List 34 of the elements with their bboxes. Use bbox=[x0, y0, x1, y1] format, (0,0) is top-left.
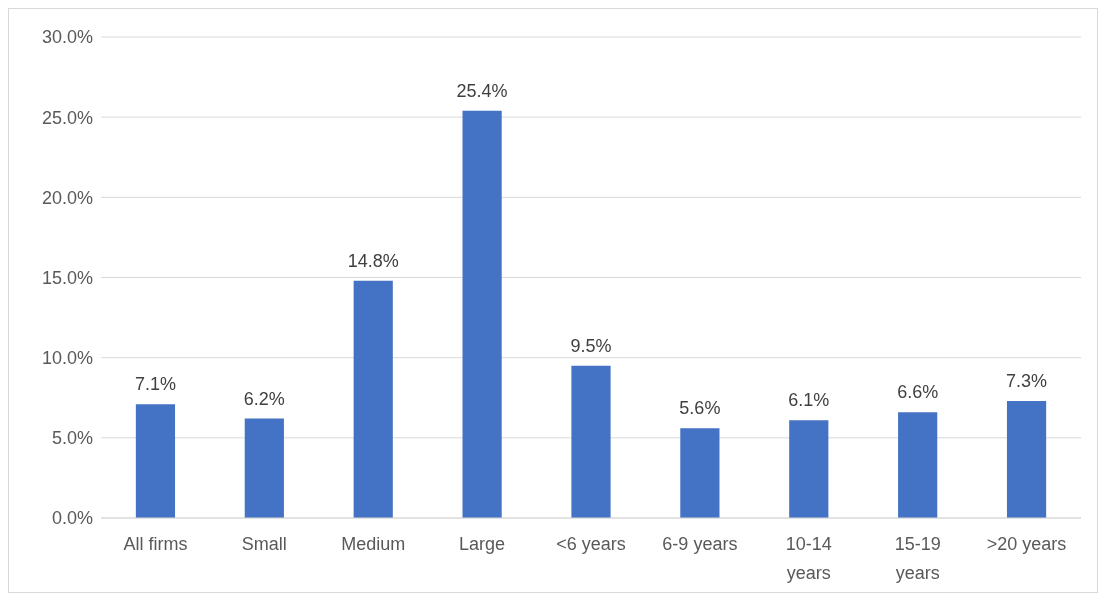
y-tick-label: 0.0% bbox=[51, 508, 93, 529]
x-tick-label: 10-14 years bbox=[785, 534, 832, 583]
bar bbox=[462, 110, 502, 518]
bar bbox=[135, 404, 176, 518]
x-tick-label: Medium bbox=[341, 534, 406, 554]
bar bbox=[571, 365, 611, 518]
y-tick-label: 15.0% bbox=[41, 267, 93, 288]
x-tick-label: Small bbox=[241, 534, 287, 554]
bar bbox=[1006, 400, 1047, 518]
bar bbox=[353, 280, 393, 518]
x-tick-label: <6 years bbox=[556, 534, 626, 554]
data-label: 5.6% bbox=[679, 398, 721, 419]
y-tick-label: 25.0% bbox=[41, 107, 93, 128]
x-tick-label: >20 years bbox=[986, 534, 1067, 554]
data-label: 7.3% bbox=[1006, 370, 1048, 391]
bar bbox=[789, 420, 829, 518]
y-tick-label: 20.0% bbox=[41, 187, 93, 208]
bar bbox=[680, 428, 720, 518]
data-label: 6.6% bbox=[897, 382, 939, 403]
bar bbox=[244, 418, 284, 518]
y-tick-label: 5.0% bbox=[51, 428, 93, 449]
bar bbox=[898, 412, 938, 518]
y-tick-label: 10.0% bbox=[41, 348, 93, 369]
x-tick-label: Large bbox=[459, 534, 506, 554]
data-label: 25.4% bbox=[456, 80, 508, 101]
data-label: 6.1% bbox=[788, 390, 830, 411]
x-tick-label: 15-19 years bbox=[894, 534, 941, 583]
x-tick-label: All firms bbox=[123, 534, 188, 554]
x-tick-label: 6-9 years bbox=[662, 534, 738, 554]
data-label: 14.8% bbox=[347, 250, 399, 271]
data-label: 9.5% bbox=[570, 335, 612, 356]
data-label: 7.1% bbox=[134, 374, 176, 395]
y-tick-label: 30.0% bbox=[41, 27, 93, 48]
data-label: 6.2% bbox=[243, 388, 285, 409]
